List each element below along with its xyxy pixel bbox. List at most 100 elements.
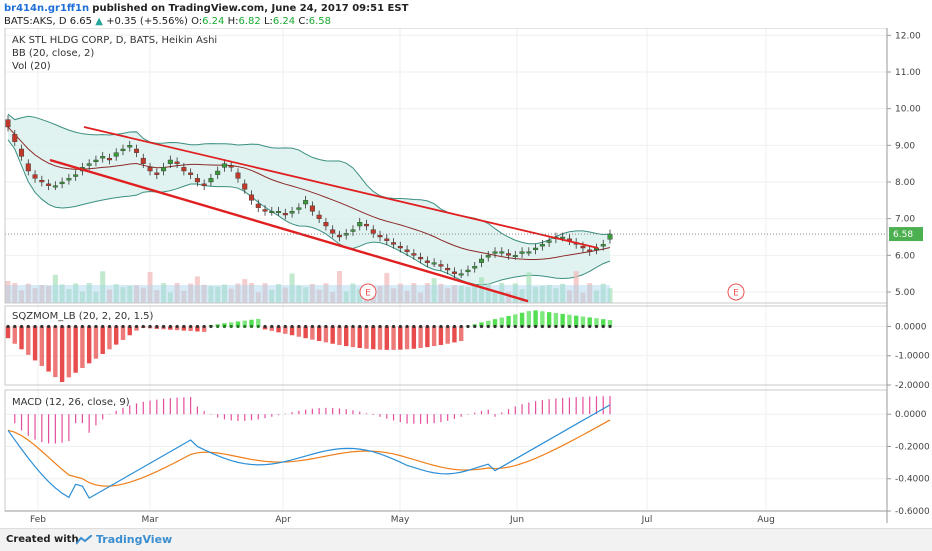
squeeze-dot (554, 324, 558, 329)
earnings-marker-icon (359, 283, 377, 301)
sqz-tick-label: -2.0000 (895, 381, 930, 391)
volume-bar (228, 288, 234, 303)
squeeze-dot (270, 324, 274, 329)
momentum-bar (377, 326, 383, 350)
open-value: 6.24 (202, 16, 225, 27)
candle-body (39, 179, 45, 183)
earnings-marker-label: E (365, 289, 371, 299)
macd-tick-label: -0.2000 (895, 442, 930, 452)
momentum-bar (337, 326, 342, 345)
momentum-bar (492, 319, 498, 327)
candle-body (249, 194, 255, 201)
volume-bar (526, 272, 532, 303)
momentum-bar (445, 326, 450, 344)
candle-body (350, 229, 356, 232)
squeeze-dot (601, 324, 605, 329)
volume-bar (593, 290, 599, 303)
momentum-bar (134, 326, 139, 331)
volume-bar (492, 291, 498, 303)
candle-body (465, 269, 471, 273)
volume-bar (553, 287, 559, 303)
candle-body (418, 256, 424, 260)
price-tick-label: 9.00 (895, 141, 915, 151)
volume-bar (208, 286, 214, 303)
squeeze-dot (574, 324, 578, 329)
tradingview-brand[interactable]: TradingView (96, 533, 173, 546)
volume-bar (512, 283, 518, 303)
candle-body (539, 244, 545, 247)
volume-bar (458, 285, 464, 303)
candle-body (303, 200, 309, 205)
momentum-bar (26, 326, 31, 355)
momentum-bar (39, 326, 45, 366)
candle-body (194, 178, 200, 183)
squeeze-dot (290, 324, 294, 329)
momentum-bar (560, 313, 565, 327)
bb-legend: BB (20, close, 2) (12, 48, 94, 59)
volume-bar (161, 283, 167, 303)
volume-bar (79, 291, 85, 303)
candle-body (485, 255, 491, 258)
volume-bar (5, 281, 11, 303)
momentum-bar (344, 326, 349, 347)
bollinger-lower-line (7, 139, 611, 286)
volume-bar (478, 277, 484, 303)
squeeze-dot (236, 324, 240, 329)
price: 6.65 (69, 16, 93, 27)
squeeze-dot (121, 324, 125, 329)
volume-bar (269, 289, 275, 303)
candle-body (506, 253, 512, 256)
volume-bar (73, 283, 79, 303)
chart-area[interactable]: E E 5.00 6.00 7.00 8.00 9.00 10.00 11.00 12.00 0.… (0, 28, 932, 528)
momentum-bar (330, 326, 335, 344)
momentum-bar (256, 318, 261, 327)
squeeze-dot (391, 324, 396, 329)
author-link[interactable]: br414n.gr1ff1n (4, 3, 90, 14)
squeeze-dot (19, 324, 24, 329)
volume-bar (391, 288, 397, 303)
momentum-bar (601, 319, 606, 327)
squeeze-dot (304, 324, 308, 329)
momentum-bar (127, 326, 132, 336)
squeeze-dot (588, 324, 592, 329)
squeeze-dot (229, 324, 233, 329)
candle-body (181, 167, 187, 172)
volume-bar (546, 285, 552, 303)
candle-body (46, 183, 52, 186)
candle-body (5, 119, 11, 128)
candle-body (431, 262, 437, 265)
momentum-bar (188, 326, 193, 332)
squeeze-dot (419, 324, 423, 329)
squeeze-dot (364, 324, 369, 329)
squeeze-dot (26, 324, 30, 329)
candle-body (215, 170, 221, 175)
momentum-bar (32, 326, 38, 361)
squeeze-dot (500, 324, 504, 329)
volume-bar (303, 287, 309, 303)
volume-bar (600, 283, 606, 303)
momentum-bar (398, 326, 403, 350)
volume-bar (235, 283, 241, 303)
squeeze-dot (107, 324, 112, 329)
momentum-bar (567, 314, 572, 327)
candle-body (93, 159, 99, 163)
squeeze-dot (182, 324, 186, 329)
candle-body (458, 273, 464, 276)
squeeze-dot (337, 324, 342, 329)
candle-body (12, 134, 18, 142)
volume-bar (134, 285, 140, 303)
squeeze-dot (276, 324, 281, 329)
candle-body (451, 271, 457, 274)
momentum-bar (222, 323, 227, 327)
upper-trend-line (83, 126, 599, 249)
squeeze-dot (67, 324, 71, 329)
squeeze-dot (155, 324, 159, 329)
squeeze-dot (540, 324, 544, 329)
momentum-bar (418, 326, 423, 349)
volume-bar (560, 283, 566, 303)
volume-bar (147, 271, 153, 303)
momentum-bar (594, 318, 599, 327)
candle-body (397, 245, 403, 249)
momentum-bar (283, 326, 288, 334)
momentum-bar (553, 313, 559, 327)
